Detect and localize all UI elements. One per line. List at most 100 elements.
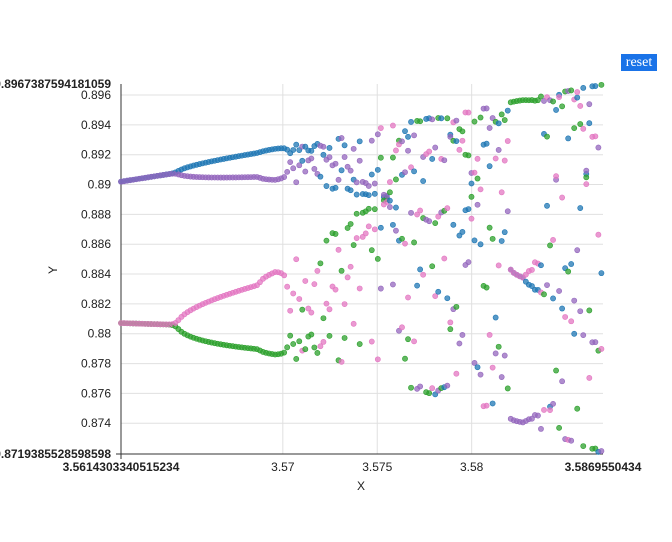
data-point <box>453 117 460 124</box>
data-point <box>402 240 408 247</box>
data-point <box>501 229 508 236</box>
data-point <box>347 167 354 174</box>
data-point <box>386 179 393 185</box>
data-point <box>323 300 330 307</box>
data-point <box>405 147 411 154</box>
data-point <box>350 320 357 327</box>
axes <box>116 84 603 459</box>
data-point <box>553 367 559 374</box>
data-point <box>414 211 420 218</box>
data-point <box>335 246 342 253</box>
data-point <box>483 284 490 291</box>
data-point <box>495 343 502 350</box>
data-point <box>568 261 575 267</box>
data-point <box>429 385 436 392</box>
data-point <box>429 116 436 123</box>
data-point <box>544 202 550 209</box>
data-point <box>568 437 575 444</box>
data-point <box>456 146 463 153</box>
data-point <box>492 350 499 357</box>
data-point <box>305 305 312 312</box>
data-point <box>535 97 541 104</box>
data-point <box>302 143 309 150</box>
data-point <box>365 192 372 199</box>
data-point <box>598 448 605 454</box>
data-point <box>568 318 575 325</box>
data-point <box>347 221 354 227</box>
data-point <box>541 98 547 104</box>
data-point <box>441 255 448 262</box>
data-point <box>296 162 303 169</box>
data-point <box>317 173 324 180</box>
data-point <box>598 81 605 88</box>
data-point <box>338 267 345 274</box>
data-point <box>326 145 333 151</box>
data-point <box>465 206 472 212</box>
data-point <box>317 260 324 267</box>
x-tick-label: 3.575 <box>362 460 392 474</box>
data-point <box>353 235 360 241</box>
data-point <box>399 235 405 242</box>
data-point <box>459 229 466 235</box>
data-point <box>287 159 294 166</box>
data-point <box>447 133 454 140</box>
data-point <box>338 358 345 365</box>
data-point <box>417 207 424 214</box>
data-point <box>426 148 433 155</box>
data-point <box>529 415 535 422</box>
data-point <box>341 335 348 341</box>
data-point <box>550 98 556 105</box>
data-point <box>390 122 396 129</box>
data-point <box>550 237 556 243</box>
data-point <box>302 278 309 284</box>
data-point <box>529 283 535 289</box>
data-point <box>547 407 553 413</box>
data-point <box>559 103 566 110</box>
data-point <box>414 282 420 289</box>
data-point <box>577 205 584 211</box>
data-point <box>492 155 499 162</box>
data-point <box>474 201 481 208</box>
data-point <box>350 145 357 152</box>
data-point <box>341 154 348 160</box>
data-point <box>489 115 496 121</box>
y-tick-label: 0.888 <box>81 207 111 221</box>
data-point <box>435 213 442 220</box>
data-point <box>420 271 427 278</box>
data-point <box>368 338 375 345</box>
data-point <box>393 147 399 154</box>
data-point <box>468 215 475 222</box>
data-point <box>468 180 475 187</box>
data-point <box>371 206 378 213</box>
data-point <box>411 338 417 345</box>
data-point <box>432 220 439 227</box>
data-point <box>486 224 493 231</box>
reset-button[interactable]: reset <box>621 54 657 71</box>
data-point <box>432 391 439 398</box>
data-point <box>320 315 327 322</box>
data-point <box>287 307 294 314</box>
data-point <box>374 255 381 262</box>
data-point <box>311 166 318 172</box>
data-point <box>284 168 291 175</box>
data-point <box>498 111 505 118</box>
data-point <box>362 230 369 237</box>
data-point <box>341 301 348 307</box>
data-point <box>405 294 411 301</box>
data-point <box>326 332 333 339</box>
data-point <box>405 133 411 140</box>
data-point <box>568 87 575 94</box>
data-point <box>284 283 291 290</box>
data-point <box>444 295 451 302</box>
data-point <box>426 390 433 397</box>
y-tick-label: 0.8967387594181059 <box>0 77 111 91</box>
data-point <box>444 115 451 122</box>
data-point <box>577 308 584 315</box>
data-point <box>293 356 300 362</box>
data-point <box>371 190 378 197</box>
data-point <box>287 332 294 339</box>
data-point <box>583 174 590 181</box>
data-point <box>459 332 466 338</box>
data-point <box>444 205 451 212</box>
data-point <box>471 169 478 176</box>
